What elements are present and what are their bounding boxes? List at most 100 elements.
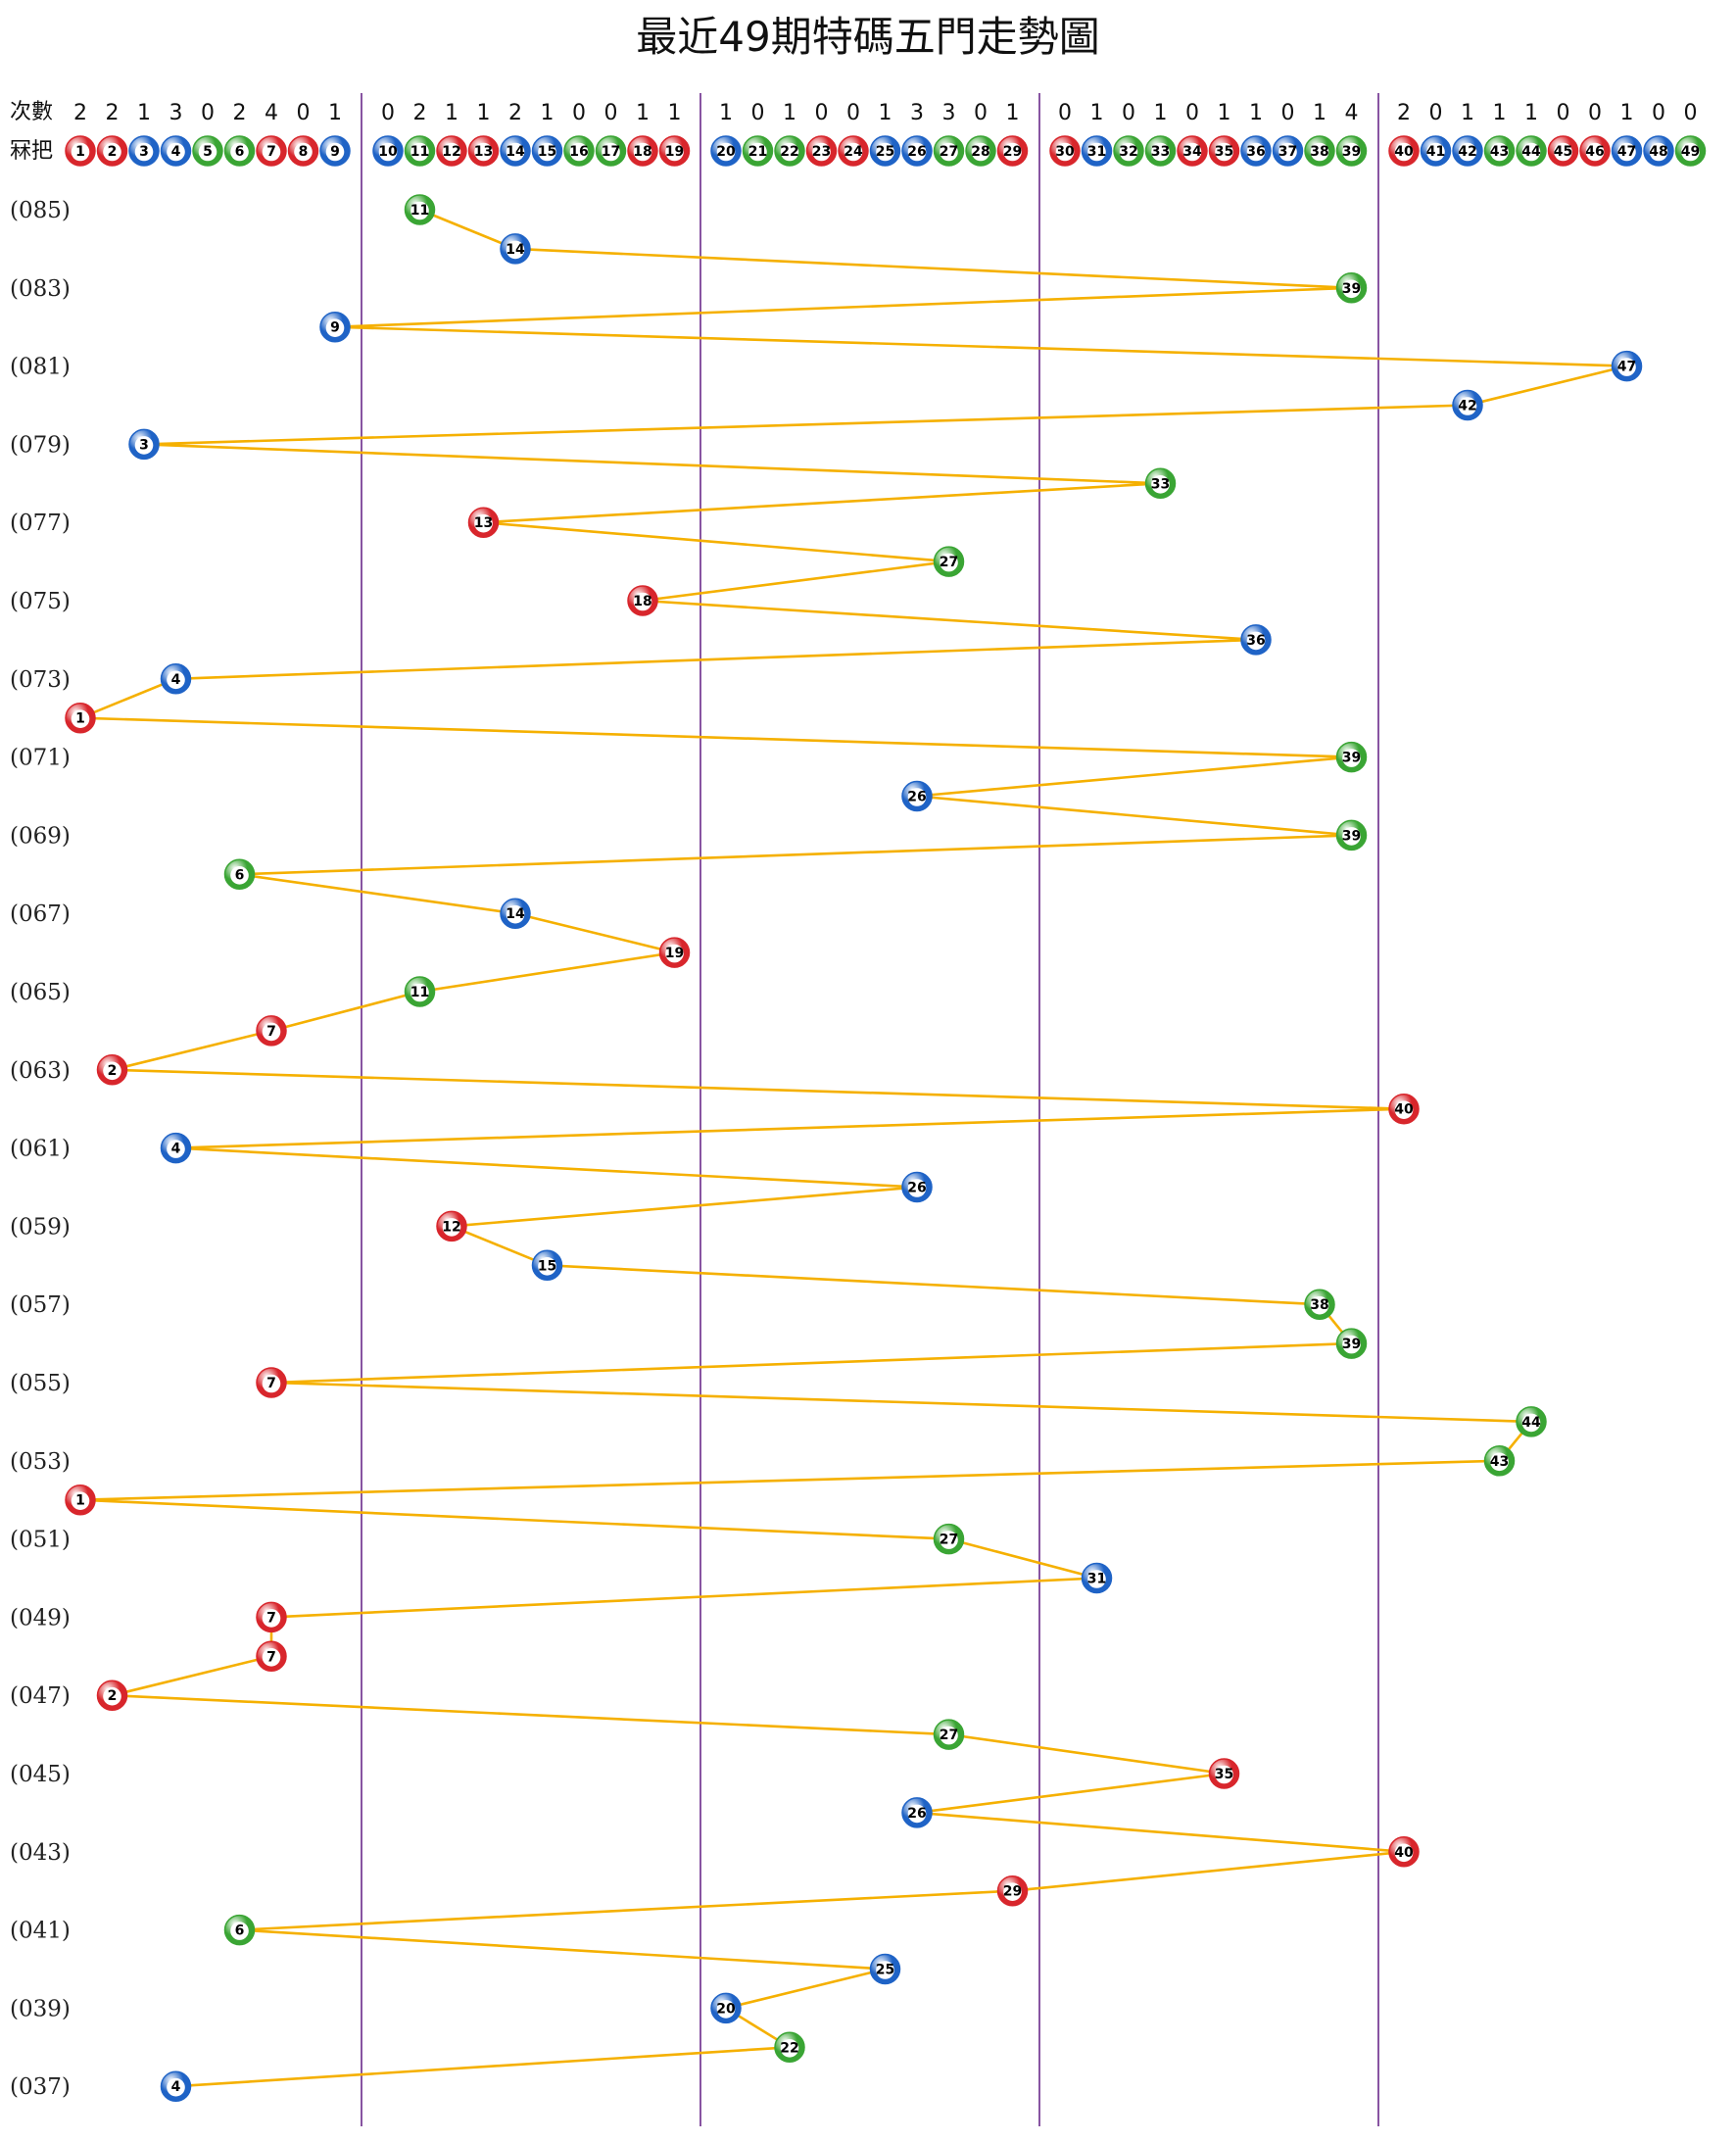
- trend-segment: [642, 560, 949, 603]
- svg-text:38: 38: [1310, 144, 1328, 160]
- svg-text:29: 29: [1003, 144, 1022, 160]
- number-ball: 44: [1516, 135, 1547, 167]
- count-value: 4: [265, 101, 278, 125]
- trend-balls: 1114399474233313271836413926396141911724…: [65, 194, 1643, 2102]
- count-value: 0: [1557, 101, 1570, 125]
- count-value: 0: [1588, 101, 1602, 125]
- number-ball: 16: [563, 135, 595, 167]
- number-ball: 42: [1452, 135, 1483, 167]
- svg-text:6: 6: [235, 144, 245, 160]
- number-ball: 36: [1240, 135, 1272, 167]
- count-value: 0: [1281, 101, 1295, 125]
- period-label: (071): [10, 746, 71, 771]
- count-value: 0: [974, 101, 988, 125]
- period-label: (063): [10, 1058, 71, 1084]
- count-value: 2: [1397, 101, 1411, 125]
- balls-row-label: 冧把: [10, 139, 53, 164]
- svg-text:19: 19: [665, 946, 684, 961]
- count-value: 1: [137, 101, 151, 125]
- svg-text:12: 12: [442, 144, 460, 160]
- svg-text:4: 4: [171, 672, 181, 688]
- svg-text:24: 24: [844, 144, 863, 160]
- count-value: 1: [1006, 101, 1020, 125]
- trend-point-ball: 7: [256, 1640, 287, 1673]
- svg-text:40: 40: [1394, 1845, 1414, 1861]
- svg-text:27: 27: [940, 144, 958, 160]
- trend-point-ball: 11: [404, 194, 436, 225]
- trend-point-ball: 18: [627, 585, 658, 616]
- svg-text:44: 44: [1521, 1415, 1541, 1431]
- trend-point-ball: 38: [1304, 1289, 1335, 1320]
- period-label: (069): [10, 823, 71, 849]
- svg-text:19: 19: [665, 144, 684, 160]
- trend-point-ball: 39: [1335, 741, 1368, 773]
- svg-text:4: 4: [171, 144, 181, 160]
- number-ball: 9: [319, 135, 351, 167]
- count-value: 0: [1122, 101, 1135, 125]
- count-value: 0: [1652, 101, 1665, 125]
- number-ball: 29: [996, 135, 1029, 167]
- count-value: 1: [1620, 101, 1634, 125]
- svg-text:7: 7: [266, 1649, 276, 1665]
- group-dividers: [361, 93, 1379, 2126]
- trend-segment: [270, 1341, 1352, 1385]
- period-label: (051): [10, 1528, 71, 1553]
- trend-segment: [143, 443, 1161, 485]
- svg-text:14: 14: [506, 242, 525, 258]
- trend-point-ball: 26: [901, 780, 933, 812]
- number-ball: 49: [1674, 135, 1707, 167]
- period-label: (053): [10, 1449, 71, 1475]
- svg-text:27: 27: [940, 555, 958, 570]
- period-label: (083): [10, 276, 71, 302]
- count-value: 0: [297, 101, 311, 125]
- number-ball: 27: [933, 135, 965, 167]
- number-ball: 3: [128, 135, 160, 167]
- svg-text:26: 26: [907, 1806, 926, 1822]
- count-value: 2: [73, 101, 87, 125]
- svg-text:4: 4: [171, 2079, 181, 2095]
- number-ball: 20: [710, 135, 742, 167]
- trend-segment: [239, 1928, 886, 1971]
- svg-text:34: 34: [1182, 144, 1202, 160]
- svg-text:31: 31: [1087, 144, 1106, 160]
- svg-text:37: 37: [1278, 144, 1297, 160]
- count-value: 2: [508, 101, 522, 125]
- svg-text:30: 30: [1055, 144, 1075, 160]
- svg-text:13: 13: [474, 515, 493, 531]
- period-label: (081): [10, 355, 71, 380]
- svg-text:26: 26: [907, 1180, 926, 1195]
- trend-segment: [270, 1381, 1532, 1424]
- svg-text:47: 47: [1617, 144, 1636, 160]
- trend-point-ball: 47: [1611, 350, 1643, 382]
- period-labels: (085) (083) (081) (079) (077) (075) (073) (071)…: [10, 198, 71, 2100]
- svg-text:21: 21: [748, 144, 767, 160]
- trend-point-ball: 20: [710, 1992, 742, 2024]
- count-value: 0: [1058, 101, 1072, 125]
- svg-text:27: 27: [940, 1728, 958, 1743]
- trend-segment: [725, 1968, 886, 2010]
- svg-text:42: 42: [1458, 398, 1476, 414]
- svg-text:43: 43: [1490, 1454, 1509, 1470]
- number-ball: 17: [595, 135, 627, 167]
- number-ball: 4: [160, 135, 192, 167]
- trend-segment: [175, 638, 1257, 681]
- count-value: 0: [1684, 101, 1698, 125]
- period-label: (043): [10, 1840, 71, 1866]
- svg-text:48: 48: [1649, 144, 1667, 160]
- svg-text:36: 36: [1246, 144, 1265, 160]
- number-ball: 13: [467, 135, 500, 167]
- number-ball: 47: [1611, 135, 1643, 167]
- number-ball: 30: [1049, 135, 1081, 167]
- period-label: (049): [10, 1605, 71, 1631]
- number-ball: 6: [223, 135, 256, 167]
- number-ball: 23: [805, 135, 838, 167]
- count-value: 1: [783, 101, 796, 125]
- svg-text:25: 25: [876, 144, 894, 160]
- count-value: 1: [636, 101, 650, 125]
- trend-segment: [916, 755, 1352, 798]
- count-value: 0: [751, 101, 765, 125]
- number-ball: 24: [838, 135, 869, 167]
- svg-text:14: 14: [506, 144, 525, 160]
- number-ball: 1: [65, 135, 96, 167]
